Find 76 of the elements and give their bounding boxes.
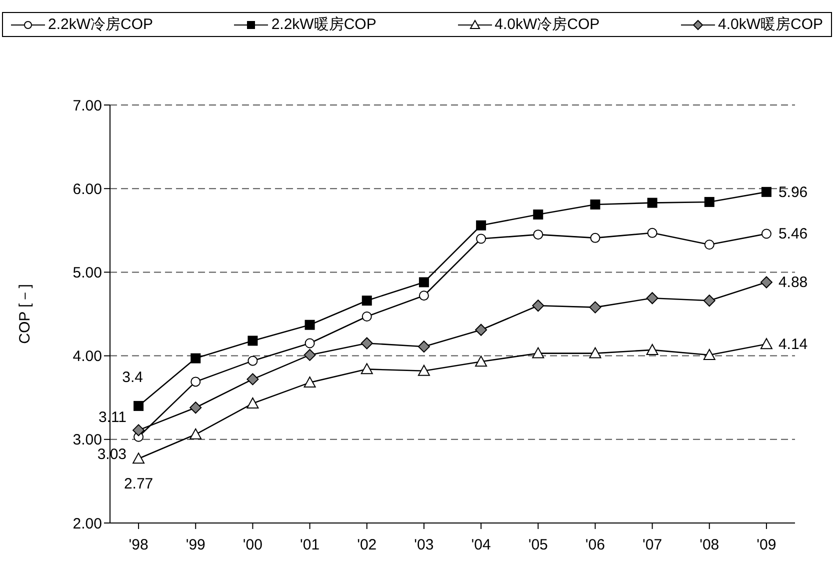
point [362, 296, 372, 306]
y-tick-label: 5.00 [72, 264, 102, 282]
point [418, 290, 429, 301]
point [647, 228, 658, 238]
point [190, 353, 201, 364]
point [704, 196, 714, 207]
point [760, 276, 772, 288]
point [703, 348, 716, 360]
y-tick-label: 6.00 [72, 180, 102, 198]
x-tick-label: '05 [528, 536, 548, 554]
point [418, 364, 430, 376]
point [646, 344, 658, 355]
legend-label: 2.2kW冷房COP [48, 15, 154, 34]
point [360, 363, 373, 374]
y-axis-title: COP [－] [16, 284, 34, 344]
legend-label: 2.2kW暖房COP [271, 15, 376, 34]
point [590, 199, 600, 210]
point [760, 338, 772, 350]
point [646, 292, 658, 304]
point [475, 324, 488, 336]
point [761, 186, 772, 197]
x-tick-label: '07 [642, 536, 662, 554]
legend-label: 4.0kW暖房COP [718, 15, 823, 34]
y-tick-label: 7.00 [72, 97, 102, 114]
point [704, 240, 714, 250]
x-tick-label: '03 [414, 536, 434, 554]
point [304, 320, 315, 330]
point [248, 356, 258, 366]
x-tick-label: '02 [357, 536, 377, 554]
point [590, 232, 600, 243]
point [589, 347, 602, 358]
point [533, 210, 544, 220]
point [533, 230, 544, 240]
data-label: 2.77 [124, 476, 154, 493]
data-label: 3.4 [122, 368, 143, 386]
x-tick-label: '06 [585, 536, 605, 554]
point [532, 347, 544, 358]
point [476, 234, 486, 244]
x-tick-label: '98 [128, 536, 148, 554]
y-tick-label: 3.00 [72, 432, 102, 449]
point [246, 373, 259, 386]
point [304, 376, 316, 388]
point [246, 397, 259, 408]
x-tick-label: '01 [300, 536, 320, 554]
data-label: 4.88 [778, 274, 808, 292]
y-tick-label: 4.00 [72, 348, 102, 366]
point [761, 228, 772, 239]
point [132, 424, 145, 436]
point [476, 220, 486, 230]
point [703, 294, 716, 307]
point [248, 336, 258, 346]
data-label: 5.96 [778, 184, 808, 201]
point [647, 198, 658, 208]
point [475, 356, 488, 367]
point [418, 277, 429, 288]
point [190, 428, 202, 440]
point [134, 400, 144, 411]
legend-label: 4.0kW冷房COP [494, 15, 600, 34]
point [589, 301, 602, 314]
x-tick-label: '99 [186, 536, 206, 554]
point [132, 452, 145, 464]
point [304, 338, 315, 348]
data-label: 5.46 [778, 226, 808, 243]
point [360, 337, 373, 350]
point [362, 312, 372, 322]
x-tick-label: '00 [242, 536, 262, 554]
point [304, 348, 316, 361]
x-tick-label: '04 [471, 536, 491, 554]
point [532, 300, 544, 312]
y-tick-label: 2.00 [72, 515, 102, 532]
x-tick-label: '08 [700, 536, 720, 554]
data-label: 4.14 [778, 336, 808, 354]
x-tick-label: '09 [756, 536, 776, 554]
point [418, 340, 430, 353]
point [190, 376, 201, 387]
point [190, 402, 202, 414]
